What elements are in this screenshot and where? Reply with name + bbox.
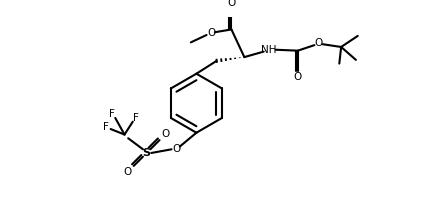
- Text: O: O: [294, 72, 302, 82]
- Text: F: F: [103, 122, 109, 132]
- Text: O: O: [172, 144, 180, 154]
- Text: O: O: [314, 38, 322, 48]
- Text: NH: NH: [261, 45, 276, 55]
- Text: O: O: [123, 167, 131, 177]
- Text: F: F: [132, 113, 138, 123]
- Text: O: O: [227, 0, 236, 8]
- Text: S: S: [143, 148, 151, 158]
- Text: F: F: [109, 109, 115, 119]
- Text: O: O: [162, 129, 170, 139]
- Text: O: O: [207, 28, 215, 38]
